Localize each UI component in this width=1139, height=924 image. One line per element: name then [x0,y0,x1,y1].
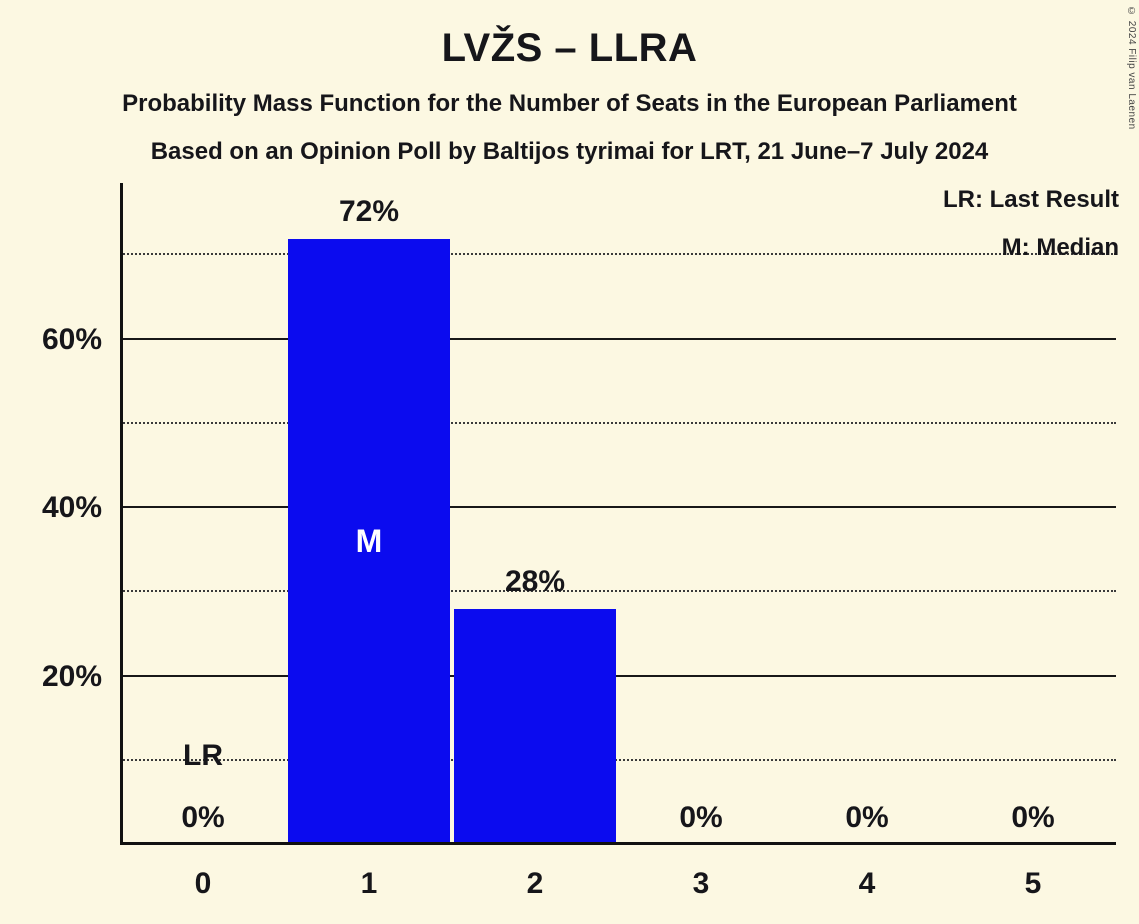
last-result-marker: LR [183,738,223,772]
median-marker: M [355,522,383,559]
bar-value-label: 28% [504,565,566,599]
x-tick-label: 2 [526,867,544,900]
bar-value-label: 0% [181,801,225,834]
plot-area: 20% 40% 60% 0% 0 72% 1 28% 2 0% 3 0% 4 0% 5 M LR [42,183,1116,900]
bar-value-label: 0% [1011,801,1055,834]
bar [288,238,450,845]
gridline-dotted [120,421,1116,424]
gridline-dotted [120,758,1116,761]
chart-title: LVŽS – LLRA [441,26,698,70]
x-tick-label: 0 [194,867,212,900]
chart-poll-source: Based on an Opinion Poll by Baltijos tyr… [150,138,989,165]
bar-value-label: 72% [338,194,400,228]
x-tick-label: 5 [1024,867,1042,900]
copyright-notice: © 2024 Filip van Laenen [1126,6,1137,130]
legend-last-result: LR: Last Result [942,186,1119,213]
gridline-dotted [120,253,1116,256]
bar-value-label: 0% [845,801,889,834]
bar-value-label: 0% [679,801,723,834]
y-tick-label: 40% [41,491,102,525]
gridline-solid [120,506,1116,509]
x-axis-line [120,842,1116,845]
y-axis-line [120,183,123,845]
y-tick-label: 60% [41,322,102,356]
x-tick-label: 1 [360,867,378,900]
gridline-solid [120,337,1116,340]
legend-median: M: Median [1001,234,1119,261]
x-tick-label: 4 [858,867,876,900]
x-tick-label: 3 [692,867,710,900]
gridline-dotted [120,590,1116,593]
bar [454,609,616,845]
y-tick-label: 20% [41,659,102,693]
gridline-solid [120,674,1116,677]
chart-subtitle: Probability Mass Function for the Number… [122,90,1017,117]
